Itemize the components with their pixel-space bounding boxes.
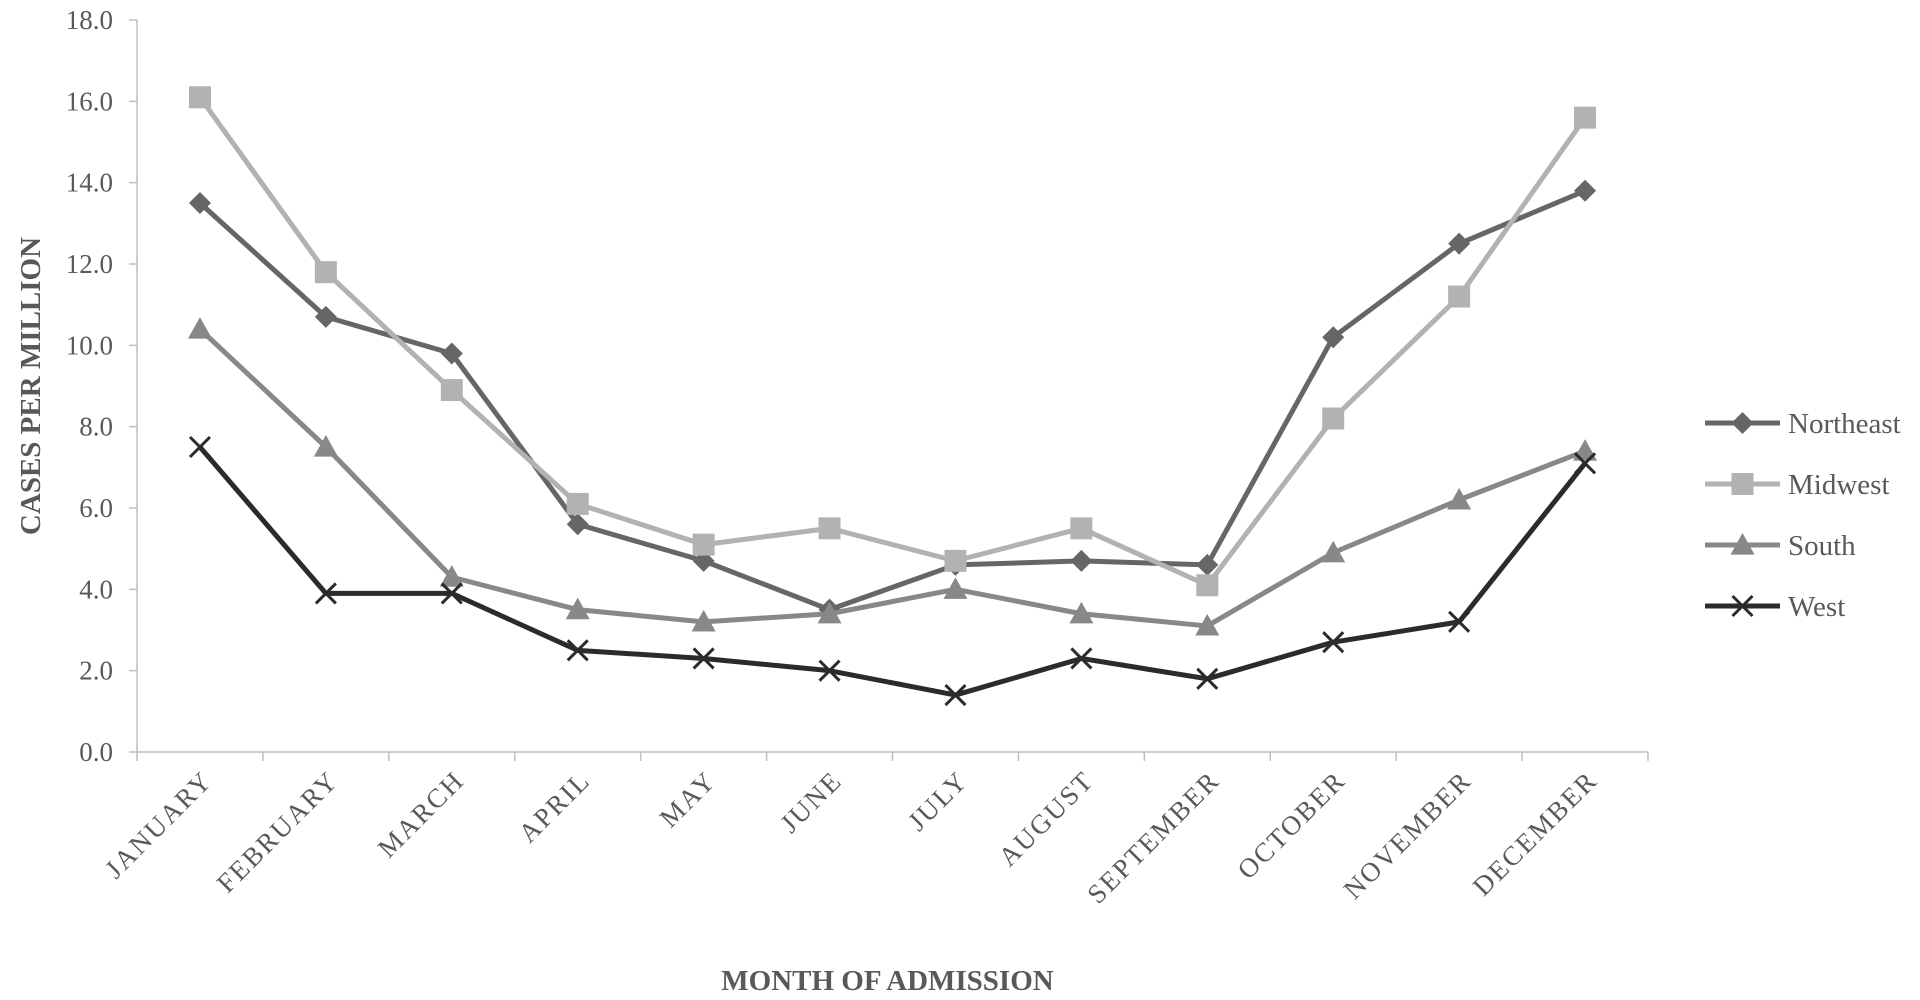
data-point-midwest	[1448, 285, 1471, 308]
data-point-west	[818, 659, 841, 682]
data-point-west	[1573, 452, 1597, 475]
legend-marker	[1731, 412, 1754, 434]
legend-label: South	[1788, 530, 1856, 562]
legend-item-midwest: Midwest	[1705, 469, 1890, 501]
data-point-midwest	[1070, 517, 1093, 540]
legend-item-northeast: Northeast	[1705, 408, 1901, 440]
y-tick-label: 4.0	[79, 574, 113, 604]
y-tick-label: 2.0	[79, 656, 113, 686]
series-line-south	[198, 327, 1586, 629]
data-point-northeast	[314, 305, 337, 328]
data-point-northeast	[440, 342, 463, 365]
data-point-west	[440, 582, 463, 605]
data-point-west	[314, 582, 337, 605]
y-tick-label: 18.0	[66, 5, 113, 35]
y-tick-label: 0.0	[79, 737, 113, 767]
x-category-label: OCTOBER	[1232, 765, 1352, 885]
data-point-south	[439, 565, 464, 587]
data-point-northeast	[566, 513, 589, 536]
data-point-northeast	[1070, 549, 1093, 572]
x-category-label: FEBRUARY	[211, 765, 344, 898]
data-point-midwest	[188, 86, 211, 109]
data-point-west	[944, 684, 967, 707]
series-midwest	[188, 86, 1597, 597]
data-point-midwest	[566, 492, 589, 515]
x-category-label: JULY	[902, 765, 974, 837]
series-lines	[187, 86, 1598, 707]
data-point-northeast	[188, 192, 211, 214]
data-point-south	[565, 597, 590, 620]
x-category-label: DECEMBER	[1467, 765, 1603, 901]
data-point-midwest	[314, 261, 337, 284]
data-point-west	[188, 435, 212, 459]
x-category-label: MAY	[654, 765, 722, 833]
y-tick-label: 12.0	[66, 249, 113, 279]
y-tick-label: 16.0	[66, 86, 113, 116]
y-tick-label: 8.0	[79, 412, 113, 442]
data-point-south	[1321, 540, 1346, 563]
y-tick-label: 10.0	[66, 330, 113, 360]
series-line-midwest	[197, 95, 1588, 588]
x-category-label: NOVEMBER	[1338, 765, 1478, 905]
data-point-midwest	[1574, 106, 1597, 129]
x-category-label: JUNE	[774, 765, 848, 839]
data-point-west	[1196, 667, 1219, 690]
x-category-label: SEPTEMBER	[1081, 765, 1225, 909]
data-point-northeast	[1574, 179, 1597, 202]
legend-label: West	[1788, 591, 1845, 623]
x-axis-title: MONTH OF ADMISSION	[721, 965, 1054, 995]
data-point-midwest	[440, 379, 463, 402]
data-point-south	[1573, 439, 1598, 461]
data-point-south	[943, 577, 968, 599]
x-category-label: MARCH	[372, 765, 470, 863]
x-category-label: AUGUST	[992, 765, 1099, 872]
data-point-south	[817, 601, 842, 624]
data-point-northeast	[1196, 553, 1219, 576]
data-point-midwest	[692, 533, 715, 556]
data-point-northeast	[1448, 232, 1471, 255]
legend-marker	[1731, 594, 1754, 618]
data-point-midwest	[944, 549, 967, 572]
data-point-west	[1448, 610, 1471, 633]
data-point-midwest	[818, 517, 841, 540]
series-northeast	[188, 179, 1597, 621]
x-category-label: JANUARY	[99, 765, 218, 884]
series-line-northeast	[198, 188, 1587, 613]
legend: Northeast Midwest South West	[1705, 408, 1901, 623]
legend-marker	[1731, 473, 1754, 495]
data-point-south	[691, 609, 716, 632]
legend-label: Northeast	[1788, 408, 1901, 440]
series-west	[188, 435, 1597, 707]
legend-marker	[1730, 533, 1755, 555]
legend-item-south: South	[1705, 530, 1856, 562]
y-axis-title: CASES PER MILLION	[15, 237, 47, 535]
legend-label: Midwest	[1788, 469, 1890, 501]
y-tick-label: 6.0	[79, 493, 113, 523]
data-point-midwest	[1196, 574, 1219, 597]
data-point-south	[1447, 487, 1472, 510]
data-point-south	[187, 317, 212, 339]
y-axis: 0.0 2.0 4.0 6.0 8.0 10.0 12.0 14.0 16.0 18.0	[66, 5, 138, 767]
data-point-south	[1069, 601, 1094, 624]
legend-item-west: West	[1705, 591, 1845, 623]
data-point-west	[1322, 631, 1345, 654]
data-point-south	[1195, 613, 1220, 636]
data-point-west	[1070, 647, 1093, 670]
data-point-south	[313, 435, 338, 457]
data-point-northeast	[1322, 326, 1345, 349]
data-point-midwest	[1322, 407, 1345, 430]
x-category-label: APRIL	[513, 765, 596, 848]
y-tick-label: 14.0	[66, 168, 113, 198]
data-point-west	[566, 639, 589, 662]
series-line-west	[198, 445, 1587, 698]
data-point-west	[692, 647, 715, 670]
